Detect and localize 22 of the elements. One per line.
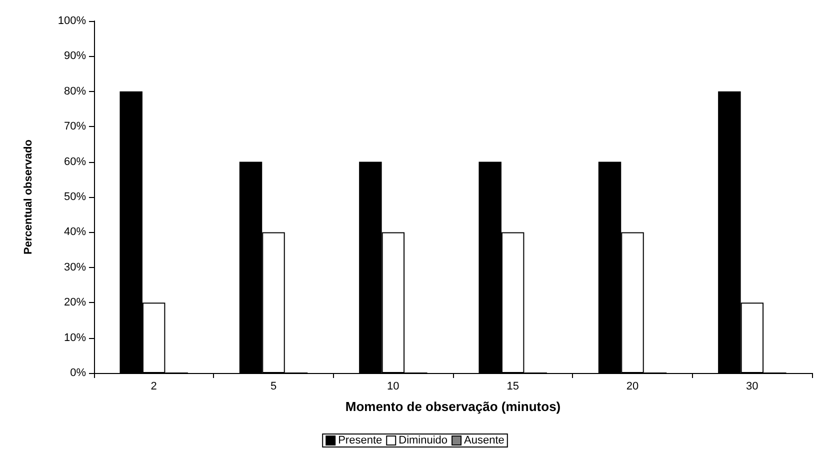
- x-tick-label: 15: [506, 380, 519, 392]
- y-tick-label: 30%: [64, 261, 86, 274]
- y-tick-label: 10%: [64, 332, 86, 344]
- y-tick-label: 50%: [64, 191, 86, 203]
- y-tick-label: 90%: [64, 50, 86, 62]
- y-tick-label: 40%: [64, 226, 86, 238]
- y-tick-label: 60%: [64, 156, 86, 168]
- x-tick-label: 20: [626, 380, 639, 392]
- y-tick-label: 100%: [58, 15, 86, 27]
- x-axis-title: Momento de observação (minutos): [345, 399, 561, 414]
- y-tick-label: 0%: [70, 367, 86, 379]
- legend-label: Presente: [338, 434, 382, 446]
- legend-label: Diminuido: [398, 434, 448, 446]
- x-tick-label: 5: [270, 380, 277, 392]
- legend-label: Ausente: [464, 434, 504, 446]
- y-axis-title: Percentual observado: [22, 139, 34, 254]
- x-tick-label: 30: [746, 380, 758, 392]
- y-tick-label: 20%: [64, 296, 86, 309]
- y-tick-label: 70%: [64, 120, 86, 133]
- y-tick-label: 80%: [64, 85, 86, 98]
- x-tick-label: 10: [387, 380, 400, 392]
- x-tick-label: 2: [150, 380, 157, 392]
